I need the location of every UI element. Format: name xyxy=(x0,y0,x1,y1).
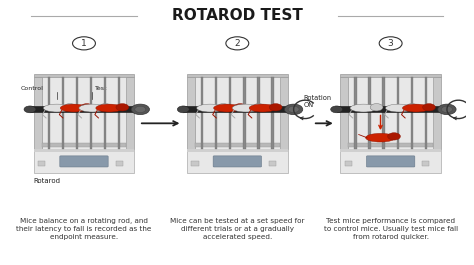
Text: Test mice performance is compared
to control mice. Usually test mice fall
from r: Test mice performance is compared to con… xyxy=(324,218,458,240)
Bar xyxy=(280,77,288,149)
Circle shape xyxy=(81,104,93,111)
Circle shape xyxy=(423,104,436,111)
Bar xyxy=(257,77,260,149)
Bar xyxy=(337,107,445,112)
Ellipse shape xyxy=(214,104,241,112)
Ellipse shape xyxy=(385,104,413,112)
Bar xyxy=(76,77,78,149)
FancyBboxPatch shape xyxy=(366,156,415,167)
Bar xyxy=(340,73,441,77)
Bar xyxy=(425,77,427,149)
Bar xyxy=(126,77,134,149)
Ellipse shape xyxy=(249,104,276,112)
Bar xyxy=(34,73,134,77)
Bar xyxy=(340,149,441,173)
Bar xyxy=(354,77,356,149)
Bar xyxy=(433,77,441,149)
Bar xyxy=(47,77,50,149)
Bar xyxy=(397,77,399,149)
Circle shape xyxy=(269,104,282,111)
Bar xyxy=(410,77,413,149)
Bar xyxy=(187,149,288,152)
Bar xyxy=(34,77,42,149)
Bar xyxy=(229,77,231,149)
Text: Mice balance on a rotating rod, and
their latency to fall is recorded as the
end: Mice balance on a rotating rod, and thei… xyxy=(16,218,152,240)
Ellipse shape xyxy=(197,104,224,112)
Bar xyxy=(348,143,433,147)
Bar xyxy=(34,149,134,173)
Bar xyxy=(383,77,385,149)
Bar xyxy=(422,161,429,166)
Bar xyxy=(34,149,134,152)
Ellipse shape xyxy=(365,133,395,142)
Ellipse shape xyxy=(350,104,377,112)
Bar xyxy=(340,149,441,152)
Circle shape xyxy=(288,106,299,113)
Bar xyxy=(118,77,120,149)
Ellipse shape xyxy=(96,104,123,112)
FancyBboxPatch shape xyxy=(213,156,262,167)
Circle shape xyxy=(177,106,189,113)
Ellipse shape xyxy=(79,104,106,112)
Circle shape xyxy=(99,104,112,111)
Bar xyxy=(104,77,106,149)
Bar xyxy=(187,149,288,173)
Circle shape xyxy=(116,104,129,111)
Circle shape xyxy=(252,104,265,111)
Text: 3: 3 xyxy=(388,39,393,48)
Circle shape xyxy=(131,104,149,115)
Bar xyxy=(38,161,45,166)
Text: 1: 1 xyxy=(81,39,87,48)
Bar xyxy=(191,161,199,166)
Text: Rotation
ON: Rotation ON xyxy=(304,95,332,108)
Circle shape xyxy=(438,104,456,115)
Ellipse shape xyxy=(402,104,429,112)
Text: Rotarod: Rotarod xyxy=(34,178,61,184)
Bar xyxy=(42,77,126,149)
Ellipse shape xyxy=(44,104,71,112)
Circle shape xyxy=(217,104,229,111)
Circle shape xyxy=(441,106,452,113)
Bar xyxy=(215,77,217,149)
Circle shape xyxy=(331,106,343,113)
Bar xyxy=(195,143,280,147)
Bar xyxy=(272,77,273,149)
Bar xyxy=(345,161,352,166)
Text: Control: Control xyxy=(20,86,43,91)
Bar xyxy=(340,77,348,149)
Circle shape xyxy=(135,106,146,113)
Text: Test: Test xyxy=(95,86,107,91)
Bar xyxy=(90,77,92,149)
Bar xyxy=(269,161,276,166)
Bar xyxy=(195,77,280,149)
Bar xyxy=(201,77,203,149)
Text: Mice can be tested at a set speed for
different trials or at a gradually
acceler: Mice can be tested at a set speed for di… xyxy=(170,218,305,240)
Circle shape xyxy=(64,104,76,111)
Circle shape xyxy=(24,106,36,113)
Bar xyxy=(368,77,371,149)
Bar xyxy=(30,107,138,112)
Circle shape xyxy=(388,133,401,140)
Bar xyxy=(116,161,123,166)
Ellipse shape xyxy=(232,104,259,112)
Bar xyxy=(348,77,433,149)
Bar xyxy=(42,143,126,147)
Circle shape xyxy=(406,104,419,111)
Circle shape xyxy=(370,104,383,111)
Text: 2: 2 xyxy=(235,39,240,48)
Bar xyxy=(243,77,246,149)
FancyBboxPatch shape xyxy=(60,156,108,167)
Circle shape xyxy=(284,104,303,115)
Bar xyxy=(187,77,195,149)
Bar xyxy=(62,77,64,149)
Bar xyxy=(187,73,288,77)
Ellipse shape xyxy=(60,104,87,112)
Bar xyxy=(183,107,292,112)
Text: ROTAROD TEST: ROTAROD TEST xyxy=(172,8,303,23)
Circle shape xyxy=(234,104,246,111)
